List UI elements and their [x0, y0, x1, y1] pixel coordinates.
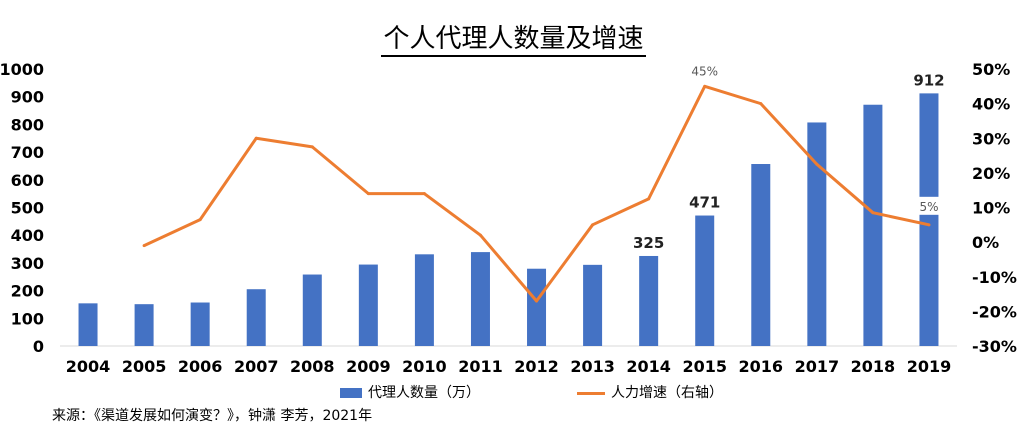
line-point-2009: [366, 192, 370, 196]
source-note: 来源：《渠道发展如何演变？》，钟潇 李芳，2021年: [52, 408, 373, 424]
legend-item-line: 人力增速（右轴）: [577, 382, 723, 402]
right-axis: -30% -20% -10% 0% 10% 20% 30% 40% 50%: [972, 60, 1017, 356]
legend-label-bar: 代理人数量（万）: [368, 385, 480, 401]
x-tick-label: 2019: [907, 357, 952, 376]
bar-2018: [863, 104, 883, 346]
bar-2006: [190, 302, 210, 346]
x-tick-label: 2004: [66, 357, 111, 376]
line-label-2019: 5%: [919, 200, 938, 214]
x-tick-label: 2008: [290, 357, 335, 376]
bar-2004: [78, 303, 98, 346]
x-axis: 2004 2005 2006 2007 2008 2009 2010 2011 2012 2013…: [60, 345, 957, 376]
legend-label-line: 人力增速（右轴）: [611, 385, 723, 401]
left-tick-label: 500: [11, 199, 44, 218]
chart-title-text: 个人代理人数量及增速: [381, 24, 646, 57]
bar-2019: [919, 93, 939, 346]
left-tick-label: 800: [11, 115, 44, 134]
bar-2007: [246, 289, 266, 346]
line-label-bg-2019: [915, 196, 942, 215]
left-tick-label: 300: [11, 254, 44, 273]
line-point-2017: [815, 162, 819, 166]
bar-series: [78, 93, 939, 346]
line-point-2010: [422, 192, 426, 196]
line-point-2005: [142, 244, 146, 248]
bar-label-2014: 325: [633, 234, 664, 252]
x-tick-label: 2012: [514, 357, 559, 376]
chart-title: 个人代理人数量及增速: [0, 18, 1027, 57]
x-tick-label: 2014: [626, 357, 671, 376]
bar-2014: [639, 255, 659, 346]
right-tick-label: 50%: [972, 60, 1010, 79]
bar-label-2019: 912: [913, 71, 944, 89]
left-tick-label: 400: [11, 226, 44, 245]
x-tick-label: 2016: [739, 357, 784, 376]
x-tick-label: 2015: [682, 357, 727, 376]
line-point-2011: [478, 233, 482, 237]
right-tick-label: -10%: [972, 268, 1017, 287]
right-tick-label: 20%: [972, 164, 1010, 183]
line-point-2008: [310, 145, 314, 149]
line-point-2019: [927, 223, 931, 227]
line-point-2013: [591, 223, 595, 227]
line-point-2016: [759, 102, 763, 106]
right-tick-label: -30%: [972, 337, 1017, 356]
bar-2005: [134, 304, 154, 346]
x-tick-label: 2013: [570, 357, 615, 376]
bar-2017: [807, 122, 827, 346]
right-tick-label: 0%: [972, 233, 999, 252]
x-tick-label: 2011: [458, 357, 503, 376]
right-tick-label: 30%: [972, 129, 1010, 148]
left-tick-label: 200: [11, 282, 44, 301]
x-tick-label: 2006: [178, 357, 223, 376]
line-label-2015: 45%: [691, 64, 718, 78]
left-tick-label: 100: [11, 309, 44, 328]
left-tick-label: 900: [11, 88, 44, 107]
right-tick-label: 40%: [972, 95, 1010, 114]
line-point-2018: [871, 211, 875, 215]
line-series: [142, 84, 931, 303]
bar-2012: [527, 268, 547, 346]
x-tick-label: 2017: [795, 357, 840, 376]
bar-2008: [302, 274, 322, 346]
legend-swatch-bar: [340, 388, 362, 398]
bar-2010: [414, 254, 434, 346]
x-tick-label: 2007: [234, 357, 279, 376]
line-point-2015: [703, 84, 707, 88]
left-axis: 0 100 200 300 400 500 600 700 800 900 1000: [0, 60, 44, 356]
line-point-2014: [647, 197, 651, 201]
x-tick-label: 2018: [851, 357, 896, 376]
line-point-2007: [254, 136, 258, 140]
bar-2013: [583, 264, 603, 346]
legend-swatch-line: [577, 391, 605, 395]
x-tick-label: 2010: [402, 357, 447, 376]
x-tick-label: 2009: [346, 357, 391, 376]
bar-2016: [751, 164, 771, 346]
left-tick-label: 1000: [0, 60, 44, 79]
left-tick-label: 700: [11, 143, 44, 162]
left-tick-label: 0: [33, 337, 44, 356]
x-tick-label: 2005: [122, 357, 167, 376]
line-point-2012: [535, 299, 539, 303]
bar-label-2015: 471: [689, 194, 720, 212]
legend: 代理人数量（万） 人力增速（右轴）: [0, 382, 1027, 402]
data-labels: 325 471 912 45% 5%: [633, 64, 945, 252]
legend-item-bar: 代理人数量（万）: [340, 382, 480, 402]
right-tick-label: -20%: [972, 302, 1017, 321]
bar-2009: [358, 264, 378, 346]
bar-2015: [695, 215, 715, 346]
bar-2011: [470, 252, 490, 346]
right-tick-label: 10%: [972, 199, 1010, 218]
left-tick-label: 600: [11, 171, 44, 190]
line-point-2006: [198, 218, 202, 222]
